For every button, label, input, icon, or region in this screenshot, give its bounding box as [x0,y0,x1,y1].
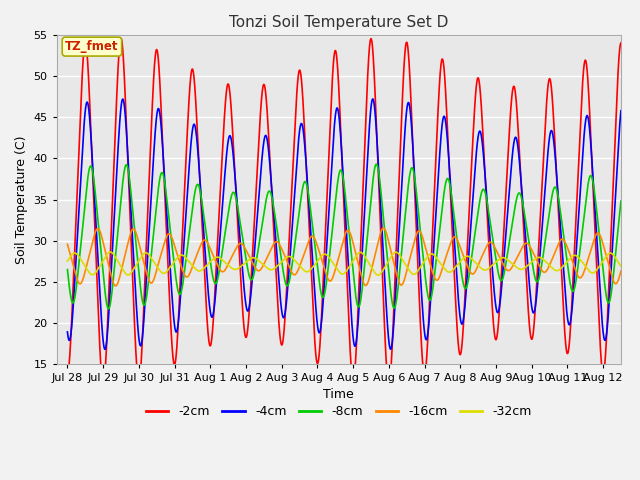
Text: TZ_fmet: TZ_fmet [65,40,118,53]
Title: Tonzi Soil Temperature Set D: Tonzi Soil Temperature Set D [229,15,449,30]
Legend: -2cm, -4cm, -8cm, -16cm, -32cm: -2cm, -4cm, -8cm, -16cm, -32cm [141,400,537,423]
X-axis label: Time: Time [323,388,354,401]
Y-axis label: Soil Temperature (C): Soil Temperature (C) [15,135,28,264]
